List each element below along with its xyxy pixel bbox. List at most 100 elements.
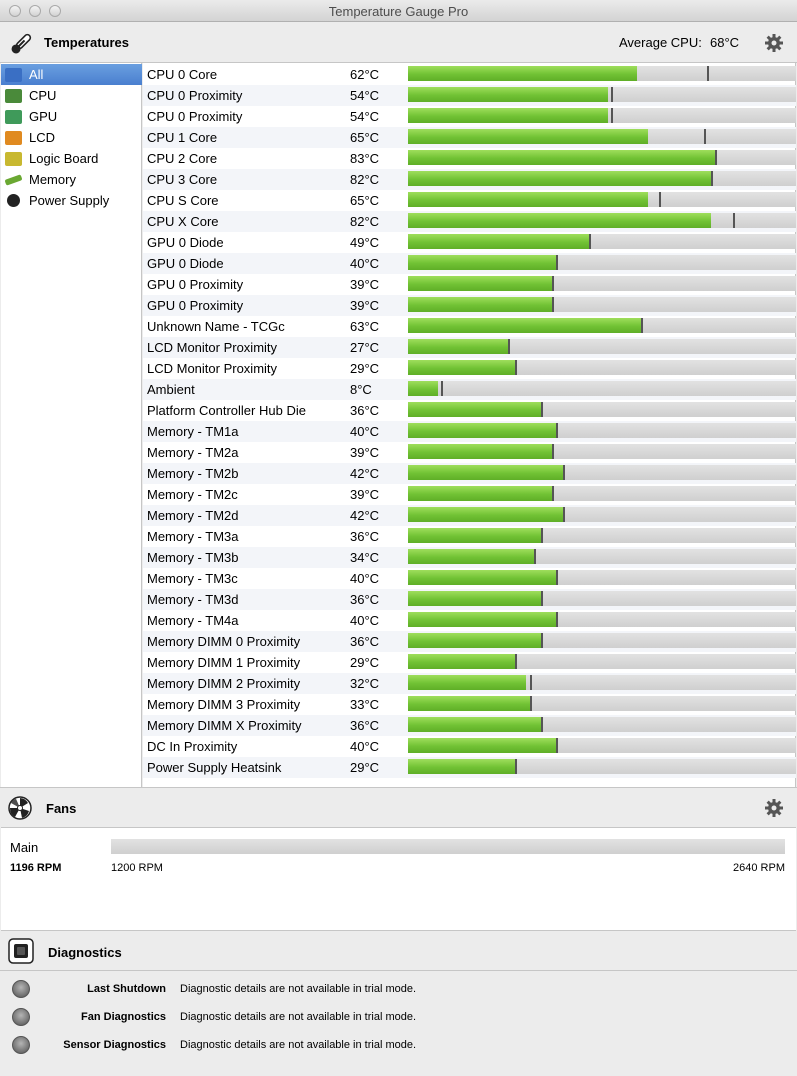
sidebar-item-logic-board[interactable]: Logic Board — [1, 148, 142, 169]
fan-current-rpm: 1196 RPM — [10, 862, 62, 874]
sensor-row[interactable]: CPU 3 Core 82°C — [143, 169, 796, 190]
sensor-name: CPU X Core — [147, 214, 219, 229]
sensor-row[interactable]: GPU 0 Proximity 39°C — [143, 295, 796, 316]
sensor-temperature: 36°C — [350, 718, 380, 733]
max-temperature-marker — [556, 423, 558, 438]
sensor-name: CPU S Core — [147, 193, 219, 208]
sensor-row[interactable]: Memory - TM3c 40°C — [143, 568, 796, 589]
memory-icon — [4, 173, 23, 186]
temperature-gauge-fill — [408, 507, 563, 522]
sensor-name: Ambient — [147, 382, 195, 397]
sensor-row[interactable]: Ambient 8°C — [143, 379, 796, 400]
sensor-row[interactable]: Memory DIMM 2 Proximity 32°C — [143, 673, 796, 694]
sensor-temperature: 83°C — [350, 151, 380, 166]
temperature-gauge-fill — [408, 591, 541, 606]
sensor-row[interactable]: CPU 0 Proximity 54°C — [143, 106, 796, 127]
sensor-row[interactable]: CPU 0 Core 62°C — [143, 64, 796, 85]
temperature-gauge-bar — [408, 633, 796, 648]
sensor-row[interactable]: CPU 1 Core 65°C — [143, 127, 796, 148]
temperature-gauge-fill — [408, 66, 637, 81]
temperature-gauge-fill — [408, 759, 515, 774]
sensor-row[interactable]: GPU 0 Diode 40°C — [143, 253, 796, 274]
max-temperature-marker — [589, 234, 591, 249]
sensor-row[interactable]: Memory DIMM 0 Proximity 36°C — [143, 631, 796, 652]
sensor-row[interactable]: Memory DIMM 3 Proximity 33°C — [143, 694, 796, 715]
sensor-row[interactable]: Memory - TM3d 36°C — [143, 589, 796, 610]
max-temperature-marker — [556, 570, 558, 585]
sensor-row[interactable]: Memory - TM2b 42°C — [143, 463, 796, 484]
fans-settings-gear-icon[interactable] — [764, 798, 784, 818]
sensor-row[interactable]: DC In Proximity 40°C — [143, 736, 796, 757]
temperature-gauge-fill — [408, 87, 608, 102]
temperature-gauge-fill — [408, 192, 648, 207]
temperature-gauge-fill — [408, 150, 715, 165]
sensor-row[interactable]: CPU 2 Core 83°C — [143, 148, 796, 169]
diagnostic-text: Diagnostic details are not available in … — [180, 1011, 417, 1023]
sensor-row[interactable]: Memory - TM4a 40°C — [143, 610, 796, 631]
max-temperature-marker — [541, 717, 543, 732]
sensor-row[interactable]: Memory DIMM 1 Proximity 29°C — [143, 652, 796, 673]
sensor-temperature: 82°C — [350, 172, 380, 187]
sensor-row[interactable]: CPU X Core 82°C — [143, 211, 796, 232]
sensor-row[interactable]: Memory - TM1a 40°C — [143, 421, 796, 442]
sensor-row[interactable]: LCD Monitor Proximity 29°C — [143, 358, 796, 379]
sensor-row[interactable]: Memory - TM2a 39°C — [143, 442, 796, 463]
diagnostic-label: Sensor Diagnostics — [63, 1039, 166, 1051]
sensor-row[interactable]: Memory DIMM X Proximity 36°C — [143, 715, 796, 736]
zoom-window-button[interactable] — [49, 5, 61, 17]
sensor-row[interactable]: GPU 0 Proximity 39°C — [143, 274, 796, 295]
sidebar-item-memory[interactable]: Memory — [1, 169, 142, 190]
sensor-temperature: 33°C — [350, 697, 380, 712]
sensor-temperature: 63°C — [350, 319, 380, 334]
power-icon — [7, 194, 20, 207]
sensor-row[interactable]: Unknown Name - TCGc 63°C — [143, 316, 796, 337]
temperature-gauge-bar — [408, 465, 796, 480]
sensor-temperature: 54°C — [350, 109, 380, 124]
sidebar-item-gpu[interactable]: GPU — [1, 106, 142, 127]
max-temperature-marker — [556, 612, 558, 627]
temperature-gauge-fill — [408, 738, 556, 753]
max-temperature-marker — [534, 549, 536, 564]
temperature-gauge-bar — [408, 129, 796, 144]
sidebar-item-label: All — [29, 67, 44, 82]
logic-board-icon — [5, 151, 22, 166]
max-temperature-marker — [563, 507, 565, 522]
sidebar-item-lcd[interactable]: LCD — [1, 127, 142, 148]
sidebar-item-cpu[interactable]: CPU — [1, 85, 142, 106]
sensor-name: Memory - TM3a — [147, 529, 239, 544]
diagnostic-label: Fan Diagnostics — [81, 1011, 166, 1023]
temperatures-settings-gear-icon[interactable] — [764, 33, 784, 53]
temperature-gauge-bar — [408, 66, 796, 81]
temperature-gauge-bar — [408, 108, 796, 123]
max-temperature-marker — [611, 87, 613, 102]
max-temperature-marker — [515, 654, 517, 669]
sensor-row[interactable]: Memory - TM2c 39°C — [143, 484, 796, 505]
minimize-window-button[interactable] — [29, 5, 41, 17]
temperature-gauge-bar — [408, 738, 796, 753]
close-window-button[interactable] — [9, 5, 21, 17]
sensor-row[interactable]: Memory - TM3b 34°C — [143, 547, 796, 568]
temperature-gauge-bar — [408, 696, 796, 711]
temperature-gauge-bar — [408, 318, 796, 333]
sensor-name: Memory - TM2a — [147, 445, 239, 460]
sensor-row[interactable]: Memory - TM3a 36°C — [143, 526, 796, 547]
sensor-row[interactable]: GPU 0 Diode 49°C — [143, 232, 796, 253]
diagnostic-row-sensor-diagnostics: Sensor Diagnostics Diagnostic details ar… — [0, 1036, 797, 1056]
max-temperature-marker — [541, 528, 543, 543]
sensor-temperature: 27°C — [350, 340, 380, 355]
max-temperature-marker — [711, 171, 713, 186]
sensor-row[interactable]: LCD Monitor Proximity 27°C — [143, 337, 796, 358]
sensor-row[interactable]: Platform Controller Hub Die 36°C — [143, 400, 796, 421]
temperature-gauge-bar — [408, 234, 796, 249]
diagnostic-text: Diagnostic details are not available in … — [180, 983, 417, 995]
sensor-temperature: 29°C — [350, 760, 380, 775]
sensor-row[interactable]: CPU 0 Proximity 54°C — [143, 85, 796, 106]
sidebar-item-all[interactable]: All — [1, 64, 142, 85]
sensor-row[interactable]: Memory - TM2d 42°C — [143, 505, 796, 526]
sensor-name: Memory - TM2d — [147, 508, 239, 523]
sensor-name: Memory - TM2c — [147, 487, 238, 502]
sidebar-item-power-supply[interactable]: Power Supply — [1, 190, 142, 211]
sensor-name: Memory - TM1a — [147, 424, 239, 439]
sensor-row[interactable]: CPU S Core 65°C — [143, 190, 796, 211]
sensor-row[interactable]: Power Supply Heatsink 29°C — [143, 757, 796, 778]
